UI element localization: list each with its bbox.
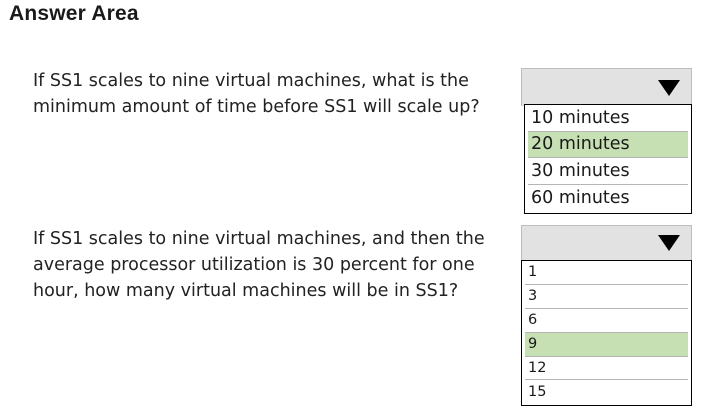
triangle-down-icon bbox=[658, 79, 680, 96]
option-3[interactable]: 3 bbox=[525, 285, 688, 309]
question-line: average processor utilization is 30 perc… bbox=[33, 255, 475, 275]
question-2-options-list: 1 3 6 9 12 15 bbox=[521, 260, 692, 406]
question-1-options-list: 10 minutes 20 minutes 30 minutes 60 minu… bbox=[524, 104, 692, 214]
question-line: If SS1 scales to nine virtual machines, … bbox=[33, 71, 469, 91]
dropdown-toggle[interactable] bbox=[647, 69, 691, 106]
dropdown-toggle[interactable] bbox=[647, 226, 691, 260]
question-line: minimum amount of time before SS1 will s… bbox=[33, 97, 480, 117]
option-1[interactable]: 1 bbox=[525, 261, 688, 285]
option-30-minutes[interactable]: 30 minutes bbox=[528, 158, 688, 185]
option-9[interactable]: 9 bbox=[525, 332, 688, 357]
question-line: hour, how many virtual machines will be … bbox=[33, 281, 459, 301]
option-15[interactable]: 15 bbox=[528, 384, 547, 401]
option-10-minutes[interactable]: 10 minutes bbox=[528, 105, 688, 132]
option-60-minutes[interactable]: 60 minutes bbox=[531, 187, 630, 208]
triangle-down-icon bbox=[658, 235, 680, 251]
question-2-text: If SS1 scales to nine virtual machines, … bbox=[33, 226, 485, 304]
question-line: If SS1 scales to nine virtual machines, … bbox=[33, 229, 485, 249]
option-20-minutes[interactable]: 20 minutes bbox=[528, 131, 688, 158]
question-1-text: If SS1 scales to nine virtual machines, … bbox=[33, 68, 480, 120]
answer-area-title: Answer Area bbox=[9, 2, 139, 25]
question-2-dropdown[interactable] bbox=[521, 225, 692, 260]
option-12[interactable]: 12 bbox=[525, 357, 688, 381]
option-6[interactable]: 6 bbox=[525, 309, 688, 333]
question-1-dropdown[interactable] bbox=[521, 68, 692, 106]
